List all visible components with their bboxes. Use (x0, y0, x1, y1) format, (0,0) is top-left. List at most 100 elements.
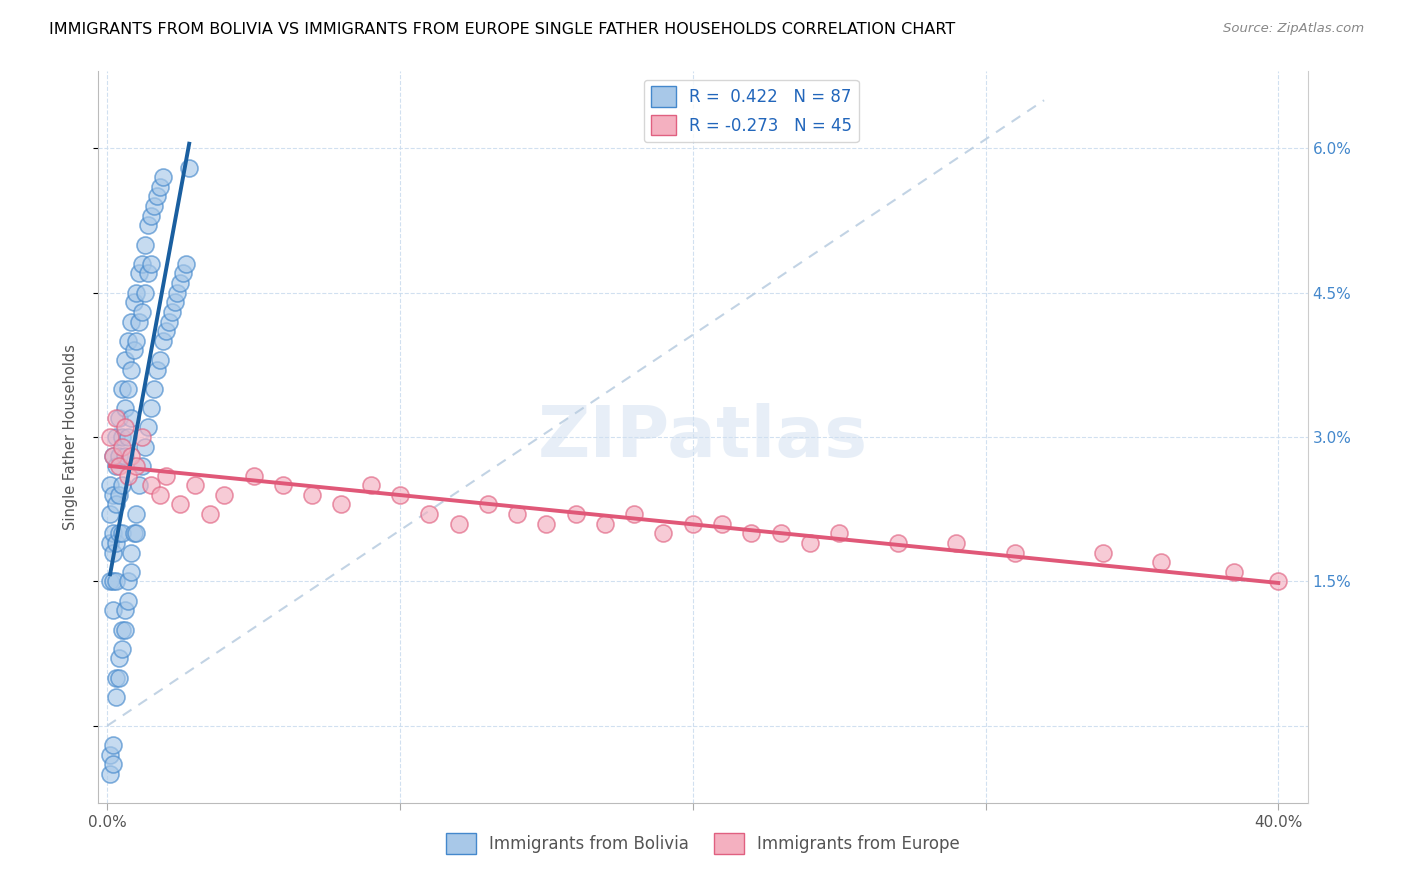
Point (120, 410, 142, 425)
Point (108, 458, 131, 473)
Point (111, 526, 134, 541)
Point (117, 574, 139, 589)
Point (101, 526, 124, 541)
Point (184, 478, 207, 492)
Point (104, 671, 127, 685)
Point (98, 478, 121, 492)
Point (108, 488, 131, 502)
Point (740, 526, 762, 541)
Point (101, 738, 124, 752)
Point (447, 516, 470, 531)
Point (506, 507, 529, 521)
Point (146, 189, 169, 203)
Point (114, 353, 136, 368)
Point (623, 507, 645, 521)
Point (652, 526, 675, 541)
Point (711, 516, 734, 531)
Point (125, 526, 148, 541)
Point (152, 170, 174, 185)
Point (155, 324, 177, 338)
Point (1150, 555, 1173, 569)
Point (111, 440, 134, 454)
Point (214, 488, 236, 502)
Point (108, 526, 131, 541)
Point (120, 565, 142, 579)
Point (101, 603, 124, 617)
Point (139, 401, 162, 416)
Point (139, 209, 162, 223)
Point (117, 430, 139, 444)
Point (146, 362, 169, 376)
Point (108, 671, 131, 685)
Point (169, 498, 191, 512)
Point (330, 498, 353, 512)
Point (101, 757, 124, 772)
Y-axis label: Single Father Households: Single Father Households (63, 344, 77, 530)
Point (131, 305, 153, 319)
Point (131, 458, 153, 473)
Point (111, 478, 134, 492)
Point (120, 450, 142, 464)
Point (360, 478, 382, 492)
Point (143, 199, 166, 213)
Point (98, 767, 121, 781)
Point (104, 430, 127, 444)
Point (108, 651, 131, 665)
Point (120, 362, 142, 376)
Point (125, 334, 148, 348)
Point (117, 382, 139, 396)
Point (886, 536, 908, 550)
Point (139, 478, 162, 492)
Point (536, 516, 558, 531)
Point (128, 267, 150, 281)
Point (125, 285, 148, 300)
Point (1004, 545, 1026, 559)
Point (111, 641, 134, 656)
Point (111, 623, 134, 637)
Point (104, 458, 127, 473)
Point (111, 382, 134, 396)
Point (128, 478, 150, 492)
Point (136, 219, 159, 233)
Point (98, 507, 121, 521)
Point (104, 498, 127, 512)
Point (101, 574, 124, 589)
Point (114, 623, 136, 637)
Point (1091, 545, 1114, 559)
Point (149, 488, 172, 502)
Point (160, 305, 183, 319)
Point (477, 498, 499, 512)
Point (134, 440, 156, 454)
Point (174, 257, 197, 271)
Point (152, 334, 174, 348)
Point (125, 458, 148, 473)
Point (98, 747, 121, 762)
Point (682, 516, 704, 531)
Point (125, 507, 148, 521)
Point (108, 450, 131, 464)
Point (120, 315, 142, 329)
Point (104, 574, 127, 589)
Text: IMMIGRANTS FROM BOLIVIA VS IMMIGRANTS FROM EUROPE SINGLE FATHER HOUSEHOLDS CORRE: IMMIGRANTS FROM BOLIVIA VS IMMIGRANTS FR… (49, 22, 956, 37)
Point (117, 468, 139, 483)
Point (114, 450, 136, 464)
Point (179, 161, 201, 175)
Point (945, 536, 967, 550)
Point (799, 536, 821, 550)
Point (172, 267, 194, 281)
Point (143, 382, 166, 396)
Point (1223, 565, 1246, 579)
Point (166, 285, 188, 300)
Text: ZIPatlas: ZIPatlas (538, 402, 868, 472)
Point (114, 603, 136, 617)
Point (101, 545, 124, 559)
Point (136, 267, 159, 281)
Point (136, 420, 159, 434)
Point (122, 343, 145, 358)
Point (593, 516, 616, 531)
Point (104, 410, 127, 425)
Point (104, 536, 127, 550)
Point (111, 430, 134, 444)
Point (117, 334, 139, 348)
Point (98, 574, 121, 589)
